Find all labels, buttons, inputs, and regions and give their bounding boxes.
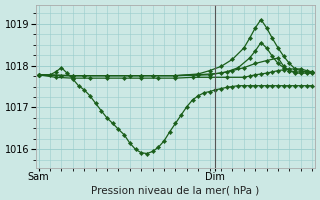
X-axis label: Pression niveau de la mer( hPa ): Pression niveau de la mer( hPa ) (91, 185, 260, 195)
